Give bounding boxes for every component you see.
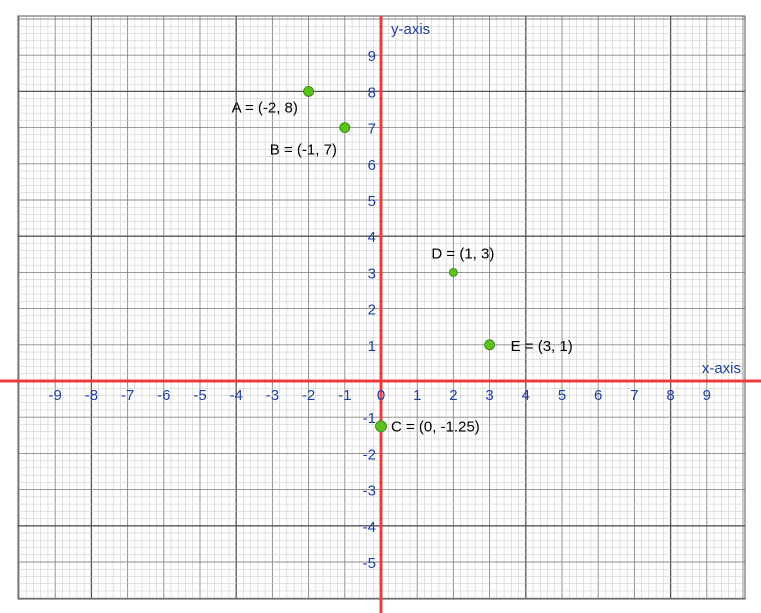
x-tick-label: -7 (121, 387, 134, 404)
x-tick-label: 4 (522, 387, 530, 404)
x-tick-label: -8 (85, 387, 98, 404)
x-tick-label: 2 (449, 387, 457, 404)
y-tick-label: 4 (368, 229, 376, 246)
y-tick-label: -2 (363, 446, 376, 463)
x-tick-label: -1 (338, 387, 351, 404)
data-point (375, 420, 387, 433)
y-tick-label: 7 (368, 121, 376, 138)
data-points (303, 86, 496, 433)
x-tick-label: -9 (49, 387, 62, 404)
y-tick-label: -5 (363, 555, 376, 572)
y-axis-title: y-axis (391, 21, 430, 38)
point-label: A = (-2, 8) (232, 99, 298, 116)
y-tick-label: 9 (368, 48, 376, 65)
x-tick-label: 8 (666, 387, 674, 404)
x-tick-label: -5 (193, 387, 206, 404)
point-label: E = (3, 1) (511, 338, 573, 355)
x-tick-label: 5 (558, 387, 566, 404)
y-tick-label: 3 (368, 265, 376, 282)
data-point (303, 86, 315, 97)
data-point (339, 122, 351, 133)
x-tick-label: 3 (485, 387, 493, 404)
x-tick-label: 9 (703, 387, 711, 404)
x-tick-label: 6 (594, 387, 602, 404)
point-labels: A = (-2, 8) B = (-1, 7) C = (0, -1.25) D = … (232, 99, 573, 435)
tick-labels: -9 -8 -7 -6 -5 -4 -3 -2 -1 0 1 2 3 4 5 6 7 8 9987654321-1-… (49, 48, 711, 572)
x-tick-label: -3 (266, 387, 279, 404)
y-tick-label: 1 (368, 338, 376, 355)
y-tick-label: 2 (368, 302, 376, 319)
x-tick-label: -6 (157, 387, 170, 404)
data-point (448, 267, 458, 277)
x-tick-label: 7 (630, 387, 638, 404)
x-tick-label: 0 (377, 387, 385, 404)
x-tick-label: 1 (413, 387, 421, 404)
y-tick-label: 8 (368, 84, 376, 101)
x-tick-label: -2 (302, 387, 315, 404)
axes (0, 16, 761, 613)
y-tick-label: -1 (363, 410, 376, 427)
x-tick-label: -4 (230, 387, 243, 404)
y-tick-label: -3 (363, 483, 376, 500)
y-tick-label: 5 (368, 193, 376, 210)
point-label: D = (1, 3) (431, 245, 494, 262)
x-axis-title: x-axis (702, 360, 741, 377)
point-label: B = (-1, 7) (270, 142, 337, 159)
y-tick-label: 6 (368, 157, 376, 174)
y-tick-label: -4 (363, 519, 376, 536)
data-point (484, 339, 496, 351)
point-label: C = (0, -1.25) (391, 418, 480, 435)
